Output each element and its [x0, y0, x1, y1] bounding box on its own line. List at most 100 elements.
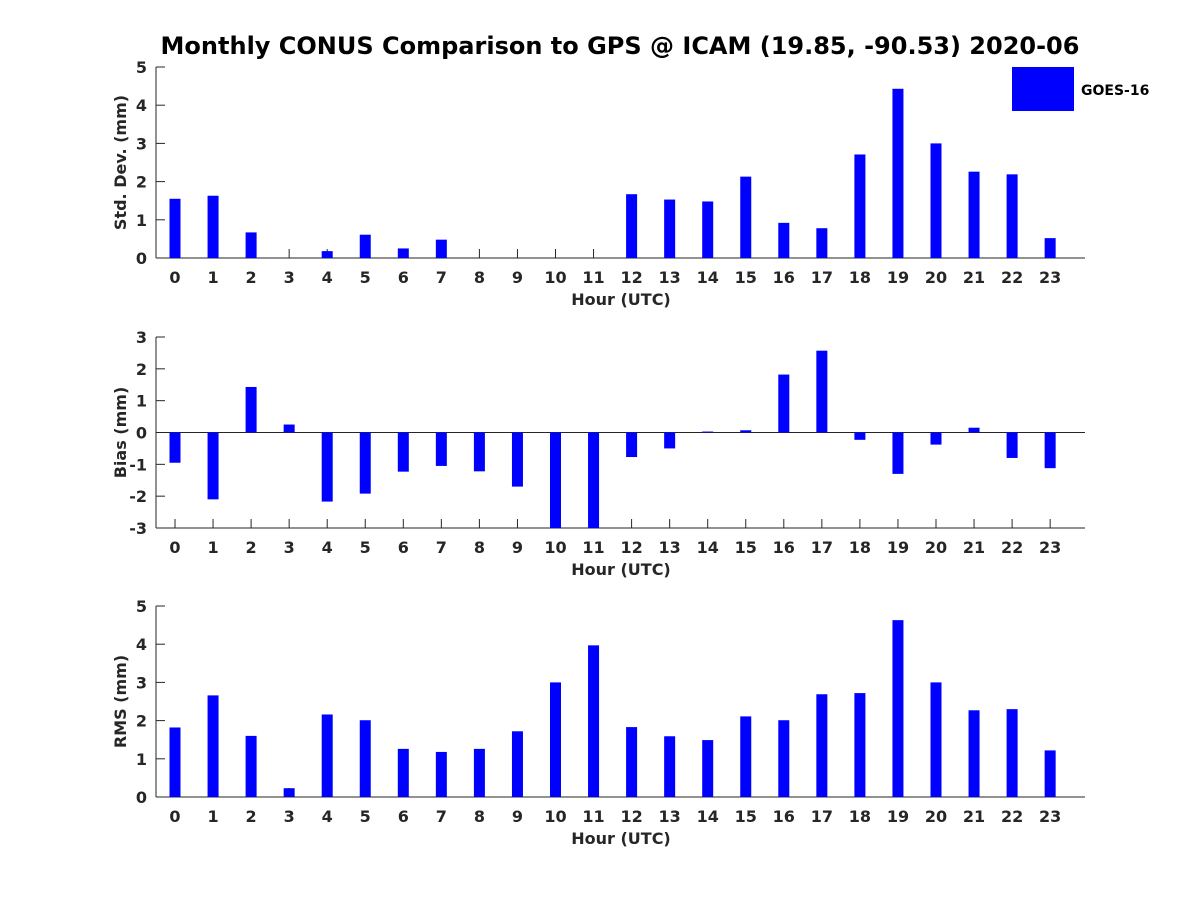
bar-hour-12 — [626, 432, 638, 458]
x-tick-label: 3 — [284, 807, 295, 826]
y-tick-label: 3 — [136, 134, 147, 153]
bar-hour-14 — [702, 431, 714, 433]
chart-title: Monthly CONUS Comparison to GPS @ ICAM (… — [161, 32, 1080, 60]
x-tick-label: 14 — [697, 538, 719, 557]
bar-hour-12 — [626, 194, 638, 258]
x-tick-label: 4 — [322, 807, 333, 826]
bar-hour-5 — [359, 432, 371, 494]
x-tick-label: 6 — [398, 538, 409, 557]
bar-hour-14 — [702, 201, 714, 258]
bar-hour-11 — [588, 432, 600, 528]
x-tick-label: 17 — [811, 268, 833, 287]
y-tick-label: -2 — [129, 487, 147, 506]
bar-hour-10 — [550, 682, 561, 797]
y-tick-label: 1 — [136, 211, 147, 230]
y-tick-label: 2 — [136, 173, 147, 192]
bar-hour-1 — [207, 195, 219, 258]
x-tick-label: 9 — [512, 268, 523, 287]
bar-hour-22 — [1006, 174, 1018, 258]
y-axis-label: RMS (mm) — [111, 655, 130, 748]
bar-hour-21 — [968, 427, 980, 433]
x-tick-label: 12 — [620, 538, 642, 557]
bar-hour-15 — [740, 430, 752, 433]
bar-hour-18 — [854, 432, 866, 440]
x-tick-label: 3 — [284, 538, 295, 557]
x-tick-label: 17 — [811, 538, 833, 557]
x-tick-label: 18 — [849, 807, 871, 826]
x-tick-label: 0 — [169, 268, 180, 287]
x-tick-label: 11 — [582, 268, 604, 287]
bar-hour-4 — [321, 251, 333, 258]
x-tick-label: 3 — [284, 268, 295, 287]
bar-hour-17 — [816, 350, 828, 433]
x-tick-label: 14 — [697, 268, 719, 287]
bar-hour-13 — [664, 736, 676, 797]
bar-hour-1 — [207, 695, 219, 797]
x-tick-label: 19 — [887, 538, 909, 557]
x-tick-label: 1 — [207, 807, 218, 826]
bar-hour-18 — [854, 693, 866, 797]
bar-hour-22 — [1006, 432, 1018, 458]
x-tick-label: 0 — [169, 538, 180, 557]
x-tick-label: 13 — [659, 538, 681, 557]
bar-hour-19 — [892, 88, 904, 258]
bar-hour-10 — [550, 432, 561, 528]
bar-hour-12 — [626, 727, 638, 797]
bar-hour-5 — [359, 234, 371, 258]
x-tick-label: 9 — [512, 807, 523, 826]
x-tick-label: 2 — [246, 807, 257, 826]
y-tick-label: 5 — [136, 597, 147, 616]
x-tick-label: 23 — [1039, 268, 1061, 287]
bar-hour-15 — [740, 176, 752, 258]
x-tick-label: 21 — [963, 538, 985, 557]
x-tick-label: 18 — [849, 268, 871, 287]
x-tick-label: 22 — [1001, 268, 1023, 287]
bar-hour-6 — [397, 432, 409, 472]
x-tick-label: 7 — [436, 268, 447, 287]
bar-hour-6 — [397, 748, 409, 797]
x-tick-label: 10 — [544, 807, 566, 826]
bar-hour-23 — [1044, 432, 1056, 469]
bar-hour-13 — [664, 432, 676, 449]
bar-hour-22 — [1006, 709, 1018, 797]
bar-hour-17 — [816, 694, 828, 797]
x-tick-label: 5 — [360, 538, 371, 557]
x-tick-label: 15 — [735, 538, 757, 557]
x-tick-label: 5 — [360, 807, 371, 826]
bar-hour-7 — [435, 239, 447, 258]
y-tick-label: 0 — [136, 424, 147, 443]
bar-hour-1 — [207, 432, 219, 500]
legend: GOES-16 — [1012, 67, 1149, 111]
x-tick-label: 16 — [773, 538, 795, 557]
bar-hour-8 — [473, 432, 485, 472]
y-tick-label: 1 — [136, 750, 147, 769]
x-tick-label: 20 — [925, 807, 947, 826]
y-tick-label: 4 — [136, 635, 147, 654]
bar-hour-5 — [359, 720, 371, 797]
x-tick-label: 6 — [398, 807, 409, 826]
bar-hour-8 — [473, 748, 485, 797]
x-tick-label: 0 — [169, 807, 180, 826]
bar-hour-15 — [740, 716, 752, 797]
bar-hour-20 — [930, 682, 942, 797]
bar-hour-23 — [1044, 750, 1056, 797]
x-tick-label: 16 — [773, 807, 795, 826]
x-tick-label: 20 — [925, 538, 947, 557]
x-tick-label: 20 — [925, 268, 947, 287]
x-tick-label: 12 — [620, 268, 642, 287]
bar-hour-14 — [702, 740, 714, 797]
bar-hour-18 — [854, 154, 866, 258]
y-tick-label: 1 — [136, 392, 147, 411]
bar-hour-4 — [321, 432, 333, 502]
x-tick-label: 11 — [582, 807, 604, 826]
x-tick-label: 10 — [544, 268, 566, 287]
y-tick-label: -1 — [129, 455, 147, 474]
x-tick-label: 4 — [322, 538, 333, 557]
bar-hour-17 — [816, 228, 828, 258]
bar-hour-6 — [397, 248, 409, 258]
bar-hour-13 — [664, 199, 676, 258]
bar-hour-16 — [778, 222, 790, 258]
